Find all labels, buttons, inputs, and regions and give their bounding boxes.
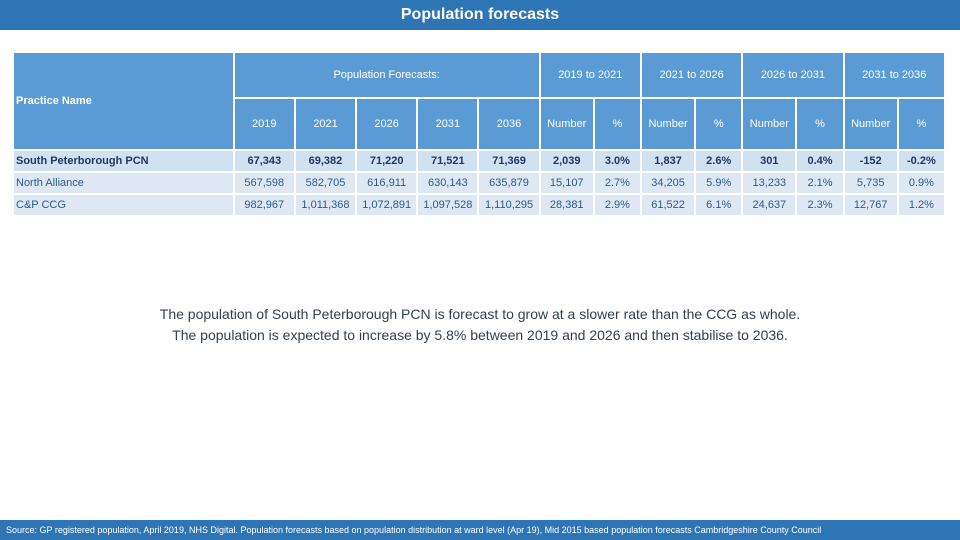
- table-cell: 71,369: [479, 151, 539, 171]
- table-header-row-groups: Practice Name Population Forecasts: 2019…: [14, 53, 944, 149]
- table-cell: 1,110,295: [479, 195, 539, 215]
- table-row: North Alliance 567,598 582,705 616,911 6…: [14, 173, 944, 193]
- table-cell: 67,343: [234, 151, 294, 171]
- year-header: 2019: [234, 99, 294, 149]
- table-cell: 301: [743, 151, 796, 171]
- practice-name-cell: North Alliance: [14, 173, 233, 193]
- table-cell: 2.9%: [594, 195, 640, 215]
- table-cell: 982,967: [234, 195, 294, 215]
- table-cell: 635,879: [479, 173, 539, 193]
- table-cell: 2.7%: [594, 173, 640, 193]
- table-cell: 13,233: [743, 173, 796, 193]
- summary-line-1: The population of South Peterborough PCN…: [159, 306, 801, 322]
- table-cell: 61,522: [641, 195, 695, 215]
- table-cell: 0.9%: [898, 173, 944, 193]
- page-title: Population forecasts: [0, 0, 960, 30]
- table-cell: 34,205: [641, 173, 695, 193]
- year-header: 2026: [357, 99, 417, 149]
- table-cell: 1,097,528: [418, 195, 478, 215]
- source-footer: Source: GP registered population, April …: [0, 520, 960, 540]
- table-cell: 1.2%: [898, 195, 944, 215]
- table-cell: 6.1%: [696, 195, 742, 215]
- table-cell: 5.9%: [696, 173, 742, 193]
- group-header-2021-2026: 2021 to 2026: [641, 53, 742, 97]
- table-cell: 69,382: [295, 151, 356, 171]
- table-cell: 567,598: [234, 173, 294, 193]
- table-header-row-sub: 2019 2021 2026 2031 2036 Number % Number…: [14, 99, 944, 149]
- summary-text: The population of South Peterborough PCN…: [60, 304, 900, 346]
- change-percent-header: %: [898, 99, 944, 149]
- table-cell: 3.0%: [594, 151, 640, 171]
- table-cell: 630,143: [418, 173, 478, 193]
- table-cell: 2.3%: [797, 195, 843, 215]
- change-percent-header: %: [797, 99, 843, 149]
- change-number-header: Number: [743, 99, 796, 149]
- table-cell: 71,220: [357, 151, 417, 171]
- table-row: C&P CCG 982,967 1,011,368 1,072,891 1,09…: [14, 195, 944, 215]
- group-header-2031-2036: 2031 to 2036: [844, 53, 944, 97]
- table-cell: 5,735: [844, 173, 897, 193]
- year-header: 2031: [418, 99, 478, 149]
- summary-line-2: The population is expected to increase b…: [172, 327, 788, 343]
- table-cell: 582,705: [295, 173, 356, 193]
- practice-name-header: Practice Name: [14, 53, 233, 149]
- group-header-2019-2021: 2019 to 2021: [540, 53, 640, 97]
- change-percent-header: %: [696, 99, 742, 149]
- group-header-forecasts: Population Forecasts:: [234, 53, 539, 97]
- table-cell: 1,837: [641, 151, 695, 171]
- change-number-header: Number: [844, 99, 897, 149]
- table-cell: 1,011,368: [295, 195, 356, 215]
- table-cell: -0.2%: [898, 151, 944, 171]
- change-percent-header: %: [594, 99, 640, 149]
- population-table-container: Practice Name Population Forecasts: 2019…: [12, 51, 946, 217]
- table-cell: -152: [844, 151, 897, 171]
- table-cell: 15,107: [540, 173, 593, 193]
- practice-name-cell: South Peterborough PCN: [14, 151, 233, 171]
- table-cell: 616,911: [357, 173, 417, 193]
- population-forecast-table: Practice Name Population Forecasts: 2019…: [12, 51, 946, 217]
- table-cell: 28,381: [540, 195, 593, 215]
- table-cell: 2.6%: [696, 151, 742, 171]
- year-header: 2021: [295, 99, 356, 149]
- table-cell: 1,072,891: [357, 195, 417, 215]
- table-cell: 2.1%: [797, 173, 843, 193]
- change-number-header: Number: [540, 99, 593, 149]
- table-cell: 12,767: [844, 195, 897, 215]
- year-header: 2036: [479, 99, 539, 149]
- table-cell: 2,039: [540, 151, 593, 171]
- table-row: South Peterborough PCN 67,343 69,382 71,…: [14, 151, 944, 171]
- table-cell: 71,521: [418, 151, 478, 171]
- change-number-header: Number: [641, 99, 695, 149]
- practice-name-cell: C&P CCG: [14, 195, 233, 215]
- table-cell: 0.4%: [797, 151, 843, 171]
- source-note: Source: GP registered population, April …: [6, 525, 822, 535]
- table-cell: 24,637: [743, 195, 796, 215]
- group-header-2026-2031: 2026 to 2031: [743, 53, 843, 97]
